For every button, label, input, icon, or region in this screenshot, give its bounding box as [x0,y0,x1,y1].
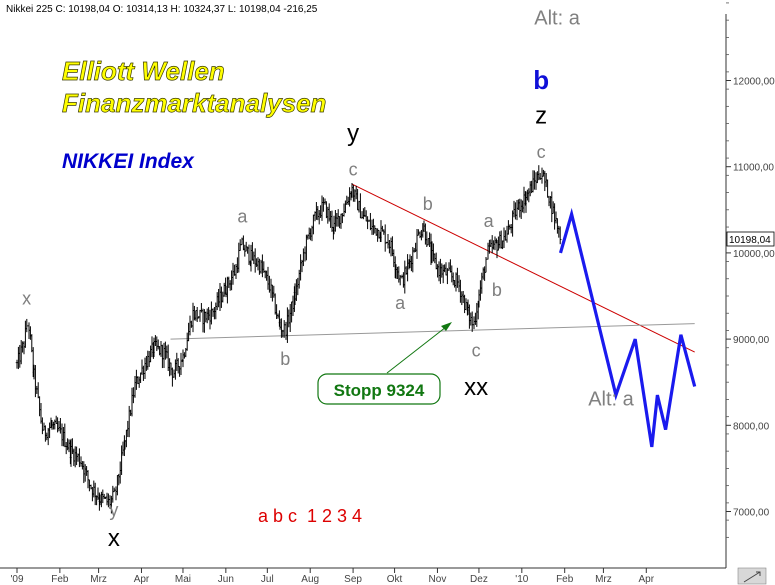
title-line-1: Elliott Wellen [62,56,225,86]
wave-label: b [492,280,502,300]
x-tick-label: Sep [344,574,362,585]
x-tick-label: Mai [175,574,191,585]
corner-box [737,567,767,585]
x-axis-ticks: '09 Feb Mrz Apr Mai Jun Jul Aug Sep Okt Nov Dez '10 F… [10,568,655,585]
wave-label: c [349,159,358,179]
price-header: Nikkei 225 C: 10198,04 O: 10314,13 H: 10… [6,4,318,15]
y-minor-ticks [726,2,729,538]
x-tick-label: '10 [515,574,528,585]
stop-label: Stopp 9324 [334,381,425,400]
trend-lines [170,183,695,353]
x-tick-label: Jul [261,574,274,585]
y-tick-label: 8000,00 [733,421,770,432]
x-tick-label: Apr [134,574,150,585]
last-value-box [726,231,775,247]
projection-path [558,207,697,448]
x-tick-label: Okt [387,574,403,585]
wave-label: c [537,142,546,162]
resize-icon [743,571,761,583]
wave-label: y [109,500,118,520]
stop-arrow-line [386,326,447,374]
wave-label: x [22,289,31,309]
y-axis-ticks: 7000,00 8000,00 9000,00 10000,00 11000,00 120… [726,0,775,519]
x-tick-label: Feb [556,574,574,585]
x-tick-label: Mrz [90,574,107,585]
x-tick-label: Jun [218,574,234,585]
red-wave-labels: a b c 1 2 3 4 [258,506,362,526]
wave-label: b [423,194,433,214]
wave-label: x [108,525,120,552]
wave-label: Alt: a [534,7,580,29]
stop-box [317,373,441,405]
title-line-2: Finanzmarktanalysen [62,88,326,118]
wave-label: a [237,207,248,227]
x-tick-label: Aug [301,574,319,585]
wave-label: a [484,211,495,231]
trend-line [170,323,695,340]
last-value-label: 10198,04 [729,235,771,246]
y-tick-label: 12000,00 [733,77,775,88]
y-tick-label: 9000,00 [733,335,770,346]
wave-label: y [347,120,359,147]
x-tick-label: Mrz [595,574,612,585]
price-bars [15,165,562,514]
y-tick-label: 11000,00 [733,163,774,174]
x-tick-label: Dez [470,574,488,585]
wave-label: b [280,349,290,369]
projection-line [558,207,697,448]
wave-label: b [533,65,549,95]
title-line-3: NIKKEI Index [62,150,195,173]
x-tick-label: '09 [10,574,23,585]
wave-label: z [535,103,547,130]
stop-arrow-head [441,322,452,331]
wave-label: xx [464,374,488,401]
y-tick-label: 13000,00 [733,0,775,1]
x-tick-label: Nov [429,574,447,585]
x-tick-label: Apr [639,574,655,585]
y-tick-label: 10000,00 [733,249,775,260]
wave-label: Alt: a [588,388,634,410]
x-tick-label: Feb [51,574,69,585]
wave-label: c [472,340,481,360]
trend-line [351,183,695,353]
wave-label: a [395,293,406,313]
y-tick-label: 7000,00 [733,508,770,519]
